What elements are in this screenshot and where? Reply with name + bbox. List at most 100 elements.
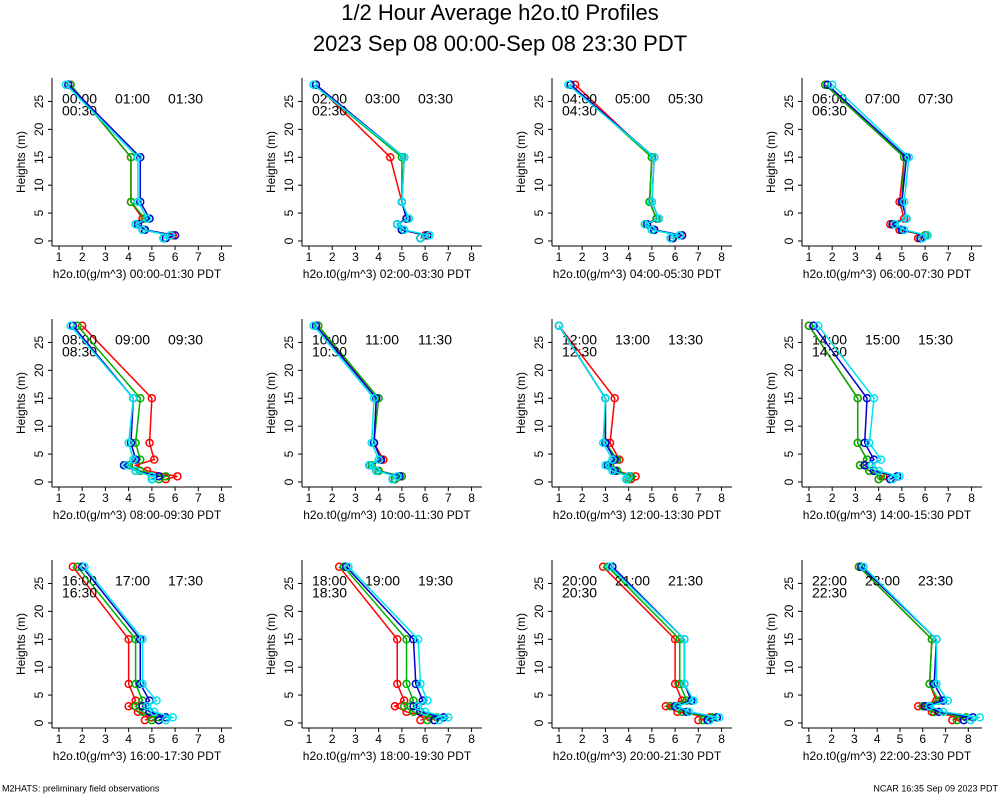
x-tick-label: 6 (172, 250, 179, 264)
data-point (168, 713, 178, 722)
data-point (369, 394, 379, 403)
data-point (142, 214, 152, 223)
x-tick-label: 5 (899, 491, 906, 505)
y-axis-label: Heights (m) (514, 613, 528, 675)
data-point (694, 715, 703, 725)
profile-line (72, 566, 154, 721)
x-tick-label: 3 (851, 732, 858, 746)
data-point (411, 679, 421, 689)
y-tick-label: 0 (782, 478, 796, 485)
x-tick-label: 4 (375, 250, 382, 264)
y-tick-label: 15 (782, 150, 796, 164)
y-tick-label: 25 (32, 335, 46, 349)
y-tick-label: 15 (32, 150, 46, 164)
y-tick-label: 25 (782, 576, 796, 590)
data-point (374, 455, 383, 464)
data-point (853, 394, 862, 403)
legend-label: 05:30 (668, 91, 703, 107)
y-tick-label: 10 (32, 419, 46, 433)
data-point (827, 80, 837, 89)
x-tick-label: 3 (352, 732, 359, 746)
y-tick-label: 5 (282, 209, 296, 216)
data-point (932, 679, 941, 689)
y-tick-label: 0 (282, 478, 296, 485)
data-point (423, 696, 432, 705)
x-tick-label: 3 (102, 732, 109, 746)
y-axis-label: Heights (m) (764, 131, 778, 193)
y-tick-label: 25 (282, 335, 296, 349)
data-point (124, 438, 133, 448)
data-point (874, 466, 883, 476)
data-point (654, 214, 664, 223)
data-point (867, 460, 876, 470)
footer-left: M2HATS: preliminary field observations (2, 783, 160, 793)
x-tick-label: 2 (829, 491, 836, 505)
y-axis-label: Heights (m) (764, 372, 778, 434)
data-point (430, 715, 439, 725)
chart-subtitle: 2023 Sep 08 00:00-Sep 08 23:30 PDT (313, 31, 687, 56)
y-tick-label: 25 (282, 576, 296, 590)
y-tick-label: 20 (32, 363, 46, 377)
y-tick-label: 20 (32, 122, 46, 136)
y-tick-label: 20 (532, 604, 546, 618)
x-tick-label: 2 (579, 250, 586, 264)
y-axis-label: Heights (m) (264, 613, 278, 675)
y-tick-label: 20 (782, 363, 796, 377)
y-tick-label: 5 (282, 691, 296, 698)
x-tick-label: 1 (806, 250, 813, 264)
y-tick-label: 0 (32, 237, 46, 244)
x-tick-label: 2 (579, 732, 586, 746)
legend-label: 07:30 (918, 91, 953, 107)
data-point (399, 701, 409, 711)
data-point (601, 460, 610, 470)
legend-label: 02:30 (312, 103, 347, 119)
x-tick-label: 6 (922, 250, 929, 264)
y-tick-label: 5 (782, 209, 796, 216)
x-tick-label: 5 (399, 250, 406, 264)
y-tick-label: 25 (282, 94, 296, 108)
y-tick-label: 25 (532, 576, 546, 590)
data-point (902, 214, 911, 223)
x-tick-label: 8 (968, 491, 975, 505)
data-point (865, 438, 874, 448)
data-point (640, 219, 650, 229)
legend-label: 20:00 (562, 573, 597, 589)
chart-title: 1/2 Hour Average h2o.t0 Profiles (341, 0, 659, 25)
x-tick-label: 3 (602, 732, 609, 746)
data-point (147, 472, 157, 481)
legend-label: 16:00 (62, 573, 97, 589)
y-tick-label: 0 (282, 719, 296, 726)
legend-label: 15:30 (918, 332, 953, 348)
x-tick-label: 1 (806, 491, 813, 505)
x-axis-label: h2o.t0(g/m^3) 08:00-09:30 PDT (53, 508, 222, 522)
data-point (605, 562, 615, 571)
data-point (932, 635, 941, 644)
legend-label: 03:30 (418, 91, 453, 107)
footer-right: NCAR 16:35 Sep 09 2023 PDT (873, 783, 998, 793)
legend-label: 12:30 (562, 344, 597, 360)
y-tick-label: 5 (32, 691, 46, 698)
y-tick-label: 20 (782, 604, 796, 618)
y-tick-label: 0 (532, 719, 546, 726)
x-tick-label: 2 (79, 732, 86, 746)
profile-line (860, 566, 974, 721)
x-tick-label: 5 (897, 732, 904, 746)
legend-label: 08:30 (62, 344, 97, 360)
x-tick-label: 8 (965, 732, 972, 746)
x-axis-label: h2o.t0(g/m^3) 00:00-01:30 PDT (53, 267, 222, 281)
x-axis-label: h2o.t0(g/m^3) 14:00-15:30 PDT (803, 508, 972, 522)
y-tick-label: 10 (32, 178, 46, 192)
legend-label: 19:30 (418, 573, 453, 589)
x-tick-label: 2 (79, 250, 86, 264)
data-point (705, 715, 715, 725)
profile-line (313, 84, 433, 239)
x-tick-label: 1 (56, 250, 63, 264)
x-tick-label: 3 (602, 250, 609, 264)
y-tick-label: 25 (32, 576, 46, 590)
profile-line (65, 84, 174, 239)
data-point (610, 394, 619, 403)
data-point (673, 701, 682, 711)
x-tick-label: 8 (218, 491, 225, 505)
data-point (444, 713, 453, 722)
profile-line (67, 84, 176, 239)
